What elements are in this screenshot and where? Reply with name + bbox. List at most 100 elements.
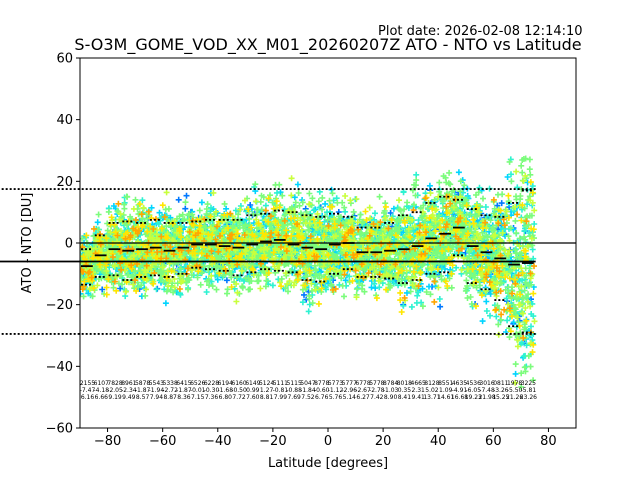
bin-stat-count: 8128 bbox=[424, 380, 439, 387]
bin-stat-mean: -6.05 bbox=[466, 387, 482, 394]
bin-stat-mean: -0.60 bbox=[314, 387, 330, 394]
bin-stat-sd: 13.71 bbox=[423, 394, 440, 401]
bin-stat-sd: 6.80 bbox=[219, 394, 233, 401]
bin-stat-mean: 1.09 bbox=[439, 387, 453, 394]
bin-stat-sd: 9.19 bbox=[108, 394, 122, 401]
bin-stat-sd: 9.41 bbox=[411, 394, 425, 401]
bin-stat-mean: 1.27 bbox=[260, 387, 274, 394]
x-tick-label: 40 bbox=[430, 434, 447, 449]
bin-stat-sd: 9.49 bbox=[122, 394, 136, 401]
bin-stat-count: 4665 bbox=[411, 380, 426, 387]
x-tick-label: −40 bbox=[204, 434, 231, 449]
x-axis-label: Latitude [degrees] bbox=[268, 456, 388, 471]
bin-stat-count: 5773 bbox=[328, 380, 343, 387]
x-tick-label: −20 bbox=[259, 434, 286, 449]
x-tick-label: −60 bbox=[149, 434, 176, 449]
y-tick-label: 40 bbox=[56, 113, 73, 128]
x-tick-label: 80 bbox=[540, 434, 557, 449]
bin-stat-sd: 23.26 bbox=[520, 394, 537, 401]
bin-stat-mean: 0.99 bbox=[246, 387, 260, 394]
bin-stat-mean: -4.18 bbox=[94, 387, 110, 394]
bin-stat-sd: 5.14 bbox=[343, 394, 357, 401]
bin-stat-count: 5543 bbox=[149, 380, 164, 387]
y-axis: −60 −40 −20 0 20 40 60 bbox=[46, 52, 80, 437]
bin-stat-count: 8784 bbox=[383, 380, 398, 387]
bin-stat-mean: -2.34 bbox=[121, 387, 137, 394]
y-tick-label: 0 bbox=[65, 237, 73, 252]
bin-stat-mean: -5.50 bbox=[507, 387, 523, 394]
bin-stat-mean: -2.05 bbox=[107, 387, 123, 394]
bin-stat-sd: 7.72 bbox=[232, 394, 246, 401]
bin-stat-mean: 0.35 bbox=[398, 387, 412, 394]
bin-stat-mean: -2.72 bbox=[162, 387, 178, 394]
bin-stat-count: 5878 bbox=[135, 380, 150, 387]
bin-stat-mean: -4.91 bbox=[452, 387, 468, 394]
bin-stat-sd: 19.23 bbox=[465, 394, 482, 401]
bin-stat-sd: 7.52 bbox=[301, 394, 315, 401]
x-tick-label: 0 bbox=[324, 434, 332, 449]
bin-stat-sd: 6.76 bbox=[315, 394, 329, 401]
bin-stat-mean: -0.50 bbox=[231, 387, 247, 394]
bin-stat-mean: -2.96 bbox=[342, 387, 358, 394]
bin-stat-count: 5778 bbox=[369, 380, 384, 387]
bin-stat-mean: -1.12 bbox=[328, 387, 344, 394]
bin-stat-sd: 6.66 bbox=[95, 394, 109, 401]
bin-stat-mean: -5.81 bbox=[521, 387, 537, 394]
y-axis-label: ATO - NTO [DU] bbox=[20, 193, 35, 294]
bin-stat-mean: -2.67 bbox=[355, 387, 371, 394]
bin-stat-count: 4536 bbox=[466, 380, 481, 387]
bin-stat-mean: -1.03 bbox=[383, 387, 399, 394]
bin-stat-count: 4635 bbox=[452, 380, 467, 387]
bin-stat-count: 5115 bbox=[287, 380, 302, 387]
bin-stat-sd: 7.42 bbox=[370, 394, 384, 401]
bin-stat-mean: -7.48 bbox=[479, 387, 495, 394]
bin-stat-mean: 5.02 bbox=[425, 387, 439, 394]
bin-stat-sd: 8.90 bbox=[384, 394, 398, 401]
x-tick-label: −80 bbox=[94, 434, 121, 449]
bin-stat-mean: -1.94 bbox=[149, 387, 165, 394]
bin-stat-mean: -1.87 bbox=[135, 387, 151, 394]
bin-stat-count: 5047 bbox=[300, 380, 315, 387]
bin-stat-count: 8778 bbox=[314, 380, 329, 387]
bin-statistics bbox=[0, 188, 536, 335]
plot-date: Plot date: 2026-02-08 12:14:10 bbox=[378, 24, 583, 39]
bin-stat-sd: 8.81 bbox=[260, 394, 274, 401]
bin-stat-sd: 7.69 bbox=[287, 394, 301, 401]
bin-stat-count: 6160 bbox=[231, 380, 246, 387]
bin-stat-count: 6778 bbox=[355, 380, 370, 387]
x-tick-label: 20 bbox=[375, 434, 392, 449]
bin-stat-sd: 7.15 bbox=[191, 394, 205, 401]
bin-stat-mean: -0.88 bbox=[286, 387, 302, 394]
bin-stat-count: 5111 bbox=[273, 380, 288, 387]
bin-stat-mean: -1.68 bbox=[218, 387, 234, 394]
y-tick-label: 20 bbox=[56, 175, 73, 190]
bin-stat-count: 6194 bbox=[218, 380, 233, 387]
bin-stat-mean: -0.81 bbox=[273, 387, 289, 394]
bin-stat-count: 6415 bbox=[176, 380, 191, 387]
x-tick-label: 60 bbox=[485, 434, 502, 449]
bin-stat-mean: -0.01 bbox=[190, 387, 206, 394]
bin-stat-mean: -2.78 bbox=[369, 387, 385, 394]
bin-stat-count: 6526 bbox=[190, 380, 205, 387]
bin-stat-mean: -0.30 bbox=[204, 387, 220, 394]
bin-stat-count: 6228 bbox=[204, 380, 219, 387]
scatter-points bbox=[80, 155, 538, 390]
bin-stat-sd: 6.27 bbox=[356, 394, 370, 401]
x-axis: −80 −60 −40 −20 0 20 40 60 80 bbox=[94, 428, 557, 449]
y-tick-label: −40 bbox=[46, 360, 73, 375]
bin-stat-count: 2155 bbox=[80, 380, 95, 387]
bin-stat-sd: 7.94 bbox=[150, 394, 164, 401]
bin-stat-count: 7828 bbox=[107, 380, 122, 387]
bin-stat-count: 1978 bbox=[507, 380, 522, 387]
bin-stat-mean: -1.87 bbox=[176, 387, 192, 394]
bin-stat-mean: 2.31 bbox=[411, 387, 425, 394]
bin-stat-count: 6149 bbox=[245, 380, 260, 387]
bin-stat-sd: 8.57 bbox=[136, 394, 150, 401]
bin-stat-count: 6107 bbox=[94, 380, 109, 387]
bin-stat-sd: 7.99 bbox=[274, 394, 288, 401]
bin-stat-count: 3016 bbox=[479, 380, 494, 387]
chart-title: S-O3M_GOME_VOD_XX_M01_20260207Z ATO - NT… bbox=[74, 35, 581, 55]
bin-stat-mean: -7.47 bbox=[80, 387, 96, 394]
bin-stat-count: 8018 bbox=[397, 380, 412, 387]
